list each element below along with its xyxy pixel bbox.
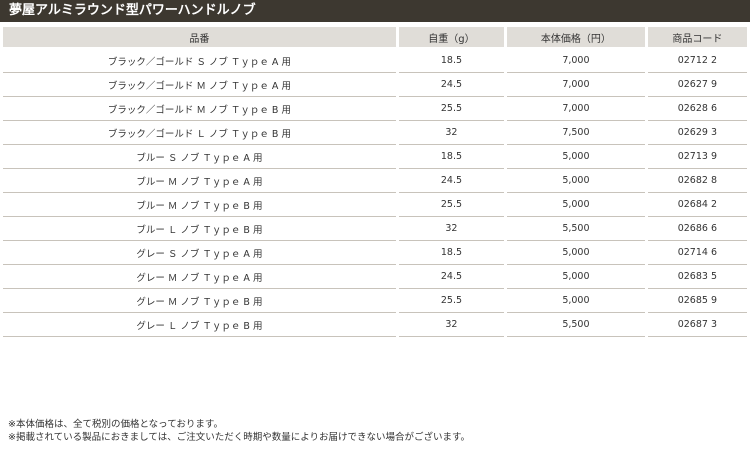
cell-product-code: 02712 2 xyxy=(647,49,747,73)
cell-part-name: ブルー Ｌ ノブ Ｔｙｐｅ B 用 xyxy=(3,217,396,241)
cell-part-name: ブラック／ゴールド Ｓ ノブ Ｔｙｐｅ A 用 xyxy=(3,49,396,73)
cell-product-code: 02627 9 xyxy=(647,73,747,97)
table-row: ブルー Ｍ ノブ Ｔｙｐｅ A 用 24.5 5,000 02682 8 xyxy=(3,169,747,193)
cell-weight: 32 xyxy=(398,121,505,145)
header-price: 本体価格（円） xyxy=(507,27,645,49)
cell-price: 5,000 xyxy=(507,193,645,217)
cell-price: 5,000 xyxy=(507,289,645,313)
cell-price: 5,500 xyxy=(507,217,645,241)
cell-product-code: 02714 6 xyxy=(647,241,747,265)
cell-product-code: 02682 8 xyxy=(647,169,747,193)
cell-part-name: グレー Ｍ ノブ Ｔｙｐｅ A 用 xyxy=(3,265,396,289)
cell-part-name: ブルー Ｍ ノブ Ｔｙｐｅ B 用 xyxy=(3,193,396,217)
cell-price: 5,000 xyxy=(507,169,645,193)
cell-weight: 25.5 xyxy=(398,97,505,121)
table-row: ブルー Ｌ ノブ Ｔｙｐｅ B 用 32 5,500 02686 6 xyxy=(3,217,747,241)
product-table: 品番 自重（g） 本体価格（円） 商品コード ブラック／ゴールド Ｓ ノブ Ｔｙ… xyxy=(0,27,750,337)
cell-part-name: ブルー Ｓ ノブ Ｔｙｐｅ A 用 xyxy=(3,145,396,169)
cell-weight: 24.5 xyxy=(398,169,505,193)
cell-product-code: 02683 5 xyxy=(647,265,747,289)
cell-part-name: グレー Ｓ ノブ Ｔｙｐｅ A 用 xyxy=(3,241,396,265)
cell-price: 5,000 xyxy=(507,241,645,265)
cell-weight: 25.5 xyxy=(398,193,505,217)
cell-weight: 18.5 xyxy=(398,145,505,169)
cell-price: 5,500 xyxy=(507,313,645,337)
cell-part-name: グレー Ｌ ノブ Ｔｙｐｅ B 用 xyxy=(3,313,396,337)
table-row: グレー Ｌ ノブ Ｔｙｐｅ B 用 32 5,500 02687 3 xyxy=(3,313,747,337)
cell-price: 7,000 xyxy=(507,49,645,73)
cell-price: 5,000 xyxy=(507,265,645,289)
table-header-row: 品番 自重（g） 本体価格（円） 商品コード xyxy=(3,27,747,49)
footnote-tax: ※本体価格は、全て税別の価格となっております。 xyxy=(8,419,223,430)
cell-weight: 18.5 xyxy=(398,49,505,73)
header-product-code: 商品コード xyxy=(647,27,747,49)
cell-weight: 24.5 xyxy=(398,265,505,289)
footnote-availability: ※掲載されている製品におきましては、ご注文いただく時期や数量によりお届けできない… xyxy=(8,432,471,443)
header-weight: 自重（g） xyxy=(398,27,505,49)
table-row: ブルー Ｓ ノブ Ｔｙｐｅ A 用 18.5 5,000 02713 9 xyxy=(3,145,747,169)
cell-price: 5,000 xyxy=(507,145,645,169)
cell-product-code: 02713 9 xyxy=(647,145,747,169)
cell-weight: 24.5 xyxy=(398,73,505,97)
cell-part-name: グレー Ｍ ノブ Ｔｙｐｅ B 用 xyxy=(3,289,396,313)
table-row: ブラック／ゴールド Ｍ ノブ Ｔｙｐｅ B 用 25.5 7,000 02628 6 xyxy=(3,97,747,121)
cell-product-code: 02628 6 xyxy=(647,97,747,121)
header-part-name: 品番 xyxy=(3,27,396,49)
cell-price: 7,000 xyxy=(507,73,645,97)
cell-product-code: 02629 3 xyxy=(647,121,747,145)
footnotes: ※本体価格は、全て税別の価格となっております。 ※掲載されている製品におきまして… xyxy=(8,418,470,444)
cell-part-name: ブラック／ゴールド Ｌ ノブ Ｔｙｐｅ B 用 xyxy=(3,121,396,145)
table-row: グレー Ｍ ノブ Ｔｙｐｅ A 用 24.5 5,000 02683 5 xyxy=(3,265,747,289)
cell-weight: 25.5 xyxy=(398,289,505,313)
cell-part-name: ブラック／ゴールド Ｍ ノブ Ｔｙｐｅ A 用 xyxy=(3,73,396,97)
cell-weight: 32 xyxy=(398,217,505,241)
cell-weight: 32 xyxy=(398,313,505,337)
cell-price: 7,500 xyxy=(507,121,645,145)
table-row: ブルー Ｍ ノブ Ｔｙｐｅ B 用 25.5 5,000 02684 2 xyxy=(3,193,747,217)
cell-product-code: 02687 3 xyxy=(647,313,747,337)
page-title: 夢屋アルミラウンド型パワーハンドルノブ xyxy=(0,0,750,22)
table-row: グレー Ｓ ノブ Ｔｙｐｅ A 用 18.5 5,000 02714 6 xyxy=(3,241,747,265)
cell-part-name: ブラック／ゴールド Ｍ ノブ Ｔｙｐｅ B 用 xyxy=(3,97,396,121)
cell-product-code: 02684 2 xyxy=(647,193,747,217)
cell-price: 7,000 xyxy=(507,97,645,121)
table-row: ブラック／ゴールド Ｌ ノブ Ｔｙｐｅ B 用 32 7,500 02629 3 xyxy=(3,121,747,145)
table-row: ブラック／ゴールド Ｍ ノブ Ｔｙｐｅ A 用 24.5 7,000 02627 9 xyxy=(3,73,747,97)
cell-part-name: ブルー Ｍ ノブ Ｔｙｐｅ A 用 xyxy=(3,169,396,193)
cell-product-code: 02685 9 xyxy=(647,289,747,313)
table-row: グレー Ｍ ノブ Ｔｙｐｅ B 用 25.5 5,000 02685 9 xyxy=(3,289,747,313)
table-row: ブラック／ゴールド Ｓ ノブ Ｔｙｐｅ A 用 18.5 7,000 02712 2 xyxy=(3,49,747,73)
cell-weight: 18.5 xyxy=(398,241,505,265)
cell-product-code: 02686 6 xyxy=(647,217,747,241)
